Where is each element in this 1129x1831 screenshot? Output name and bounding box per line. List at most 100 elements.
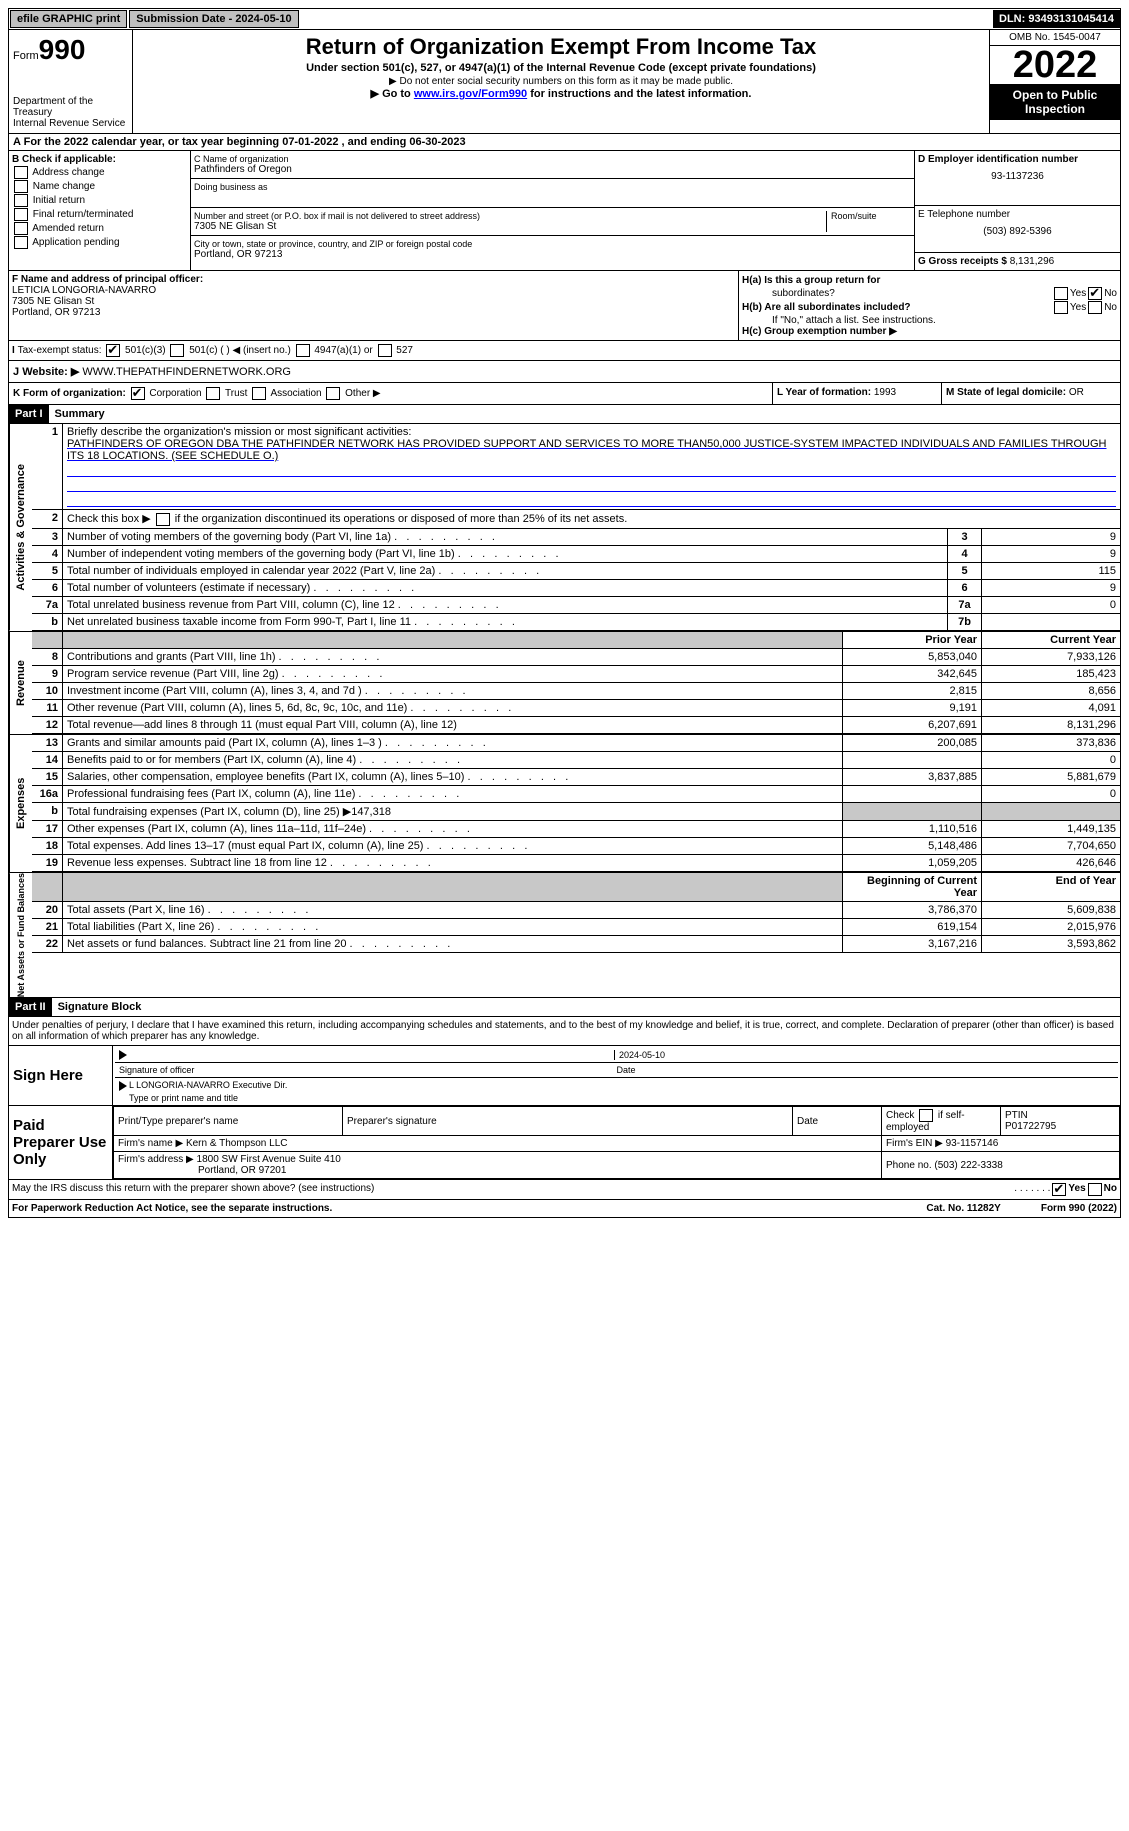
cb-527[interactable] (378, 344, 392, 357)
line6-desc: Total number of volunteers (estimate if … (63, 579, 948, 596)
part1-header: Part I Summary (8, 405, 1121, 424)
rev9-cy: 185,423 (982, 665, 1121, 682)
na20-desc: Total assets (Part X, line 16) (63, 901, 843, 918)
cb-name-change[interactable]: Name change (12, 180, 187, 193)
hdr-beginning: Beginning of Current Year (843, 873, 982, 902)
exp19-py: 1,059,205 (843, 854, 982, 871)
goto-prefix: ▶ Go to (371, 88, 414, 100)
discuss-yes[interactable] (1052, 1183, 1066, 1196)
footer-cat: Cat. No. 11282Y (926, 1203, 1000, 1214)
discuss-no[interactable] (1088, 1183, 1102, 1196)
exp13-cy: 373,836 (982, 735, 1121, 752)
exp16a-py (843, 785, 982, 802)
footer-left: For Paperwork Reduction Act Notice, see … (12, 1203, 332, 1214)
firm-addr-label: Firm's address ▶ (118, 1154, 194, 1165)
cb-other[interactable] (326, 387, 340, 400)
ha-yes[interactable] (1054, 287, 1068, 300)
na20-b: 3,786,370 (843, 901, 982, 918)
rev12-cy: 8,131,296 (982, 716, 1121, 733)
cb-discontinued[interactable] (156, 513, 170, 526)
cb-corporation[interactable] (131, 387, 145, 400)
g-receipts-label: G Gross receipts $ (918, 256, 1007, 267)
hdr-end: End of Year (982, 873, 1121, 902)
open-inspection: Open to Public Inspection (990, 84, 1120, 120)
ha-no[interactable] (1088, 287, 1102, 300)
hb-yes[interactable] (1054, 301, 1068, 314)
footer-right: Form 990 (2022) (1041, 1203, 1117, 1214)
city-label: City or town, state or province, country… (194, 239, 911, 249)
cb-trust[interactable] (206, 387, 220, 400)
side-expenses: Expenses (9, 735, 32, 872)
na21-e: 2,015,976 (982, 918, 1121, 935)
dba-label: Doing business as (194, 182, 911, 192)
sign-here-label: Sign Here (9, 1046, 113, 1105)
line7b-desc: Net unrelated business taxable income fr… (63, 613, 948, 630)
line5-desc: Total number of individuals employed in … (63, 562, 948, 579)
hb-no[interactable] (1088, 301, 1102, 314)
cb-501c[interactable] (170, 344, 184, 357)
exp16a-desc: Professional fundraising fees (Part IX, … (63, 785, 843, 802)
cb-association[interactable] (252, 387, 266, 400)
part2-bar: Part II (9, 998, 52, 1016)
section-i: I Tax-exempt status: 501(c)(3) 501(c) ( … (8, 341, 1121, 361)
cb-final-return[interactable]: Final return/terminated (12, 208, 187, 221)
exp18-py: 5,148,486 (843, 837, 982, 854)
arrow-icon (119, 1050, 127, 1060)
side-netassets: Net Assets or Fund Balances (9, 873, 32, 997)
sig-officer-label: Signature of officer (119, 1065, 617, 1075)
ptin-value: P01722795 (1005, 1121, 1115, 1132)
irs-link[interactable]: www.irs.gov/Form990 (414, 88, 527, 100)
efile-button[interactable]: efile GRAPHIC print (10, 10, 127, 28)
exp17-cy: 1,449,135 (982, 820, 1121, 837)
firm-ein: 93-1157146 (946, 1138, 999, 1149)
exp16b-cy (982, 802, 1121, 820)
exp15-cy: 5,881,679 (982, 768, 1121, 785)
exp19-desc: Revenue less expenses. Subtract line 18 … (63, 854, 843, 871)
form-number: 990 (39, 34, 86, 65)
hdr-prior-year: Prior Year (843, 632, 982, 649)
cb-initial-return[interactable]: Initial return (12, 194, 187, 207)
dln: DLN: 93493131045414 (993, 10, 1120, 28)
part1-bar: Part I (9, 405, 49, 423)
irs-label: Internal Revenue Service (13, 118, 128, 129)
top-bar: efile GRAPHIC print Submission Date - 20… (8, 8, 1121, 30)
line7a-val: 0 (982, 596, 1121, 613)
state-domicile: OR (1069, 387, 1084, 398)
ha-sub: subordinates? (742, 288, 1052, 299)
na20-e: 5,609,838 (982, 901, 1121, 918)
org-name: Pathfinders of Oregon (194, 164, 911, 175)
cb-501c3[interactable] (106, 344, 120, 357)
na22-desc: Net assets or fund balances. Subtract li… (63, 935, 843, 952)
exp13-py: 200,085 (843, 735, 982, 752)
dept-treasury: Department of the Treasury (13, 96, 128, 118)
line7b-val (982, 613, 1121, 630)
cb-address-change[interactable]: Address change (12, 166, 187, 179)
part1-title: Summary (49, 405, 111, 423)
line7a-desc: Total unrelated business revenue from Pa… (63, 596, 948, 613)
rev11-py: 9,191 (843, 699, 982, 716)
sig-date: 2024-05-10 (614, 1050, 1114, 1061)
org-city: Portland, OR 97213 (194, 249, 911, 260)
officer-city: Portland, OR 97213 (12, 307, 100, 318)
j-label: Website: ▶ (22, 366, 79, 378)
discuss-row: May the IRS discuss this return with the… (8, 1180, 1121, 1200)
cb-application-pending[interactable]: Application pending (12, 236, 187, 249)
hb-note: If "No," attach a list. See instructions… (742, 315, 1117, 326)
form-subtitle: Under section 501(c), 527, or 4947(a)(1)… (137, 62, 985, 74)
l1-label: Briefly describe the organization's miss… (67, 426, 411, 438)
na22-b: 3,167,216 (843, 935, 982, 952)
prep-name-label: Print/Type preparer's name (118, 1116, 338, 1127)
cb-amended-return[interactable]: Amended return (12, 222, 187, 235)
phone-value: (503) 892-5396 (918, 226, 1117, 237)
line6-val: 9 (982, 579, 1121, 596)
typed-name: L LONGORIA-NAVARRO Executive Dir. (129, 1080, 287, 1090)
submission-date: Submission Date - 2024-05-10 (129, 10, 298, 28)
website-url: WWW.THEPATHFINDERNETWORK.ORG (82, 366, 291, 378)
na21-b: 619,154 (843, 918, 982, 935)
form-header: Form990 Department of the Treasury Inter… (8, 30, 1121, 134)
cb-self-employed[interactable] (919, 1109, 933, 1122)
l-label: L Year of formation: (777, 387, 871, 398)
na22-e: 3,593,862 (982, 935, 1121, 952)
ha-label: H(a) Is this a group return for (742, 275, 880, 286)
cb-4947[interactable] (296, 344, 310, 357)
